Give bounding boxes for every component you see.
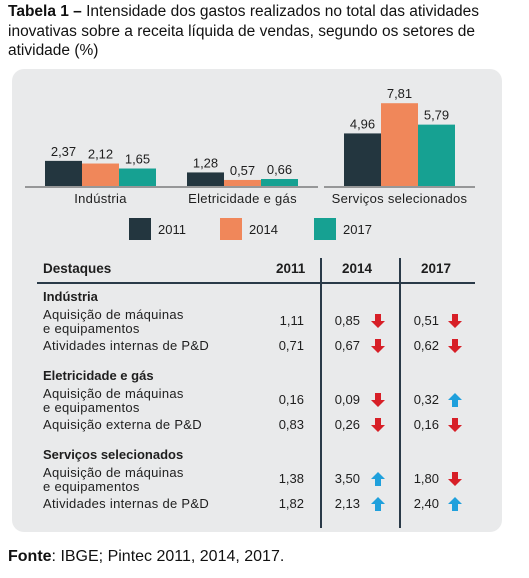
value-2011-0-1: 0,71 [278, 338, 304, 353]
bar-label-2011-0: 2,37 [51, 144, 76, 159]
bar-2017-0 [119, 168, 156, 186]
source-bold: Fonte [8, 548, 52, 565]
value-2017-2-1: 2,40 [413, 496, 439, 511]
group-title-1: Eletricidade e gás [43, 368, 154, 383]
row-label2-2-0: e equipamentos [43, 479, 140, 494]
category-label-0: Indústria [74, 191, 127, 206]
arrow-down-icon [448, 339, 462, 353]
bar-label-2011-1: 1,28 [193, 155, 218, 170]
arrow-up-icon [371, 472, 385, 486]
legend-swatch-2014 [220, 218, 242, 240]
row-label-2-0: Aquisição de máquinas [43, 465, 184, 480]
header-destaques: Destaques [43, 261, 112, 276]
bar-2011-2 [344, 133, 381, 186]
arrow-down-icon [448, 418, 462, 432]
row-label-0-1: Atividades internas de P&D [43, 338, 210, 353]
row-label-1-0: Aquisição de máquinas [43, 386, 184, 401]
header-2011: 2011 [276, 261, 306, 276]
bar-label-2014-0: 2,12 [88, 147, 113, 162]
arrow-down-icon [371, 339, 385, 353]
row-label-2-1: Atividades internas de P&D [43, 496, 210, 511]
legend-swatch-2017 [314, 218, 336, 240]
value-2017-1-0: 0,32 [413, 392, 439, 407]
arrow-up-icon [448, 393, 462, 407]
legend-label-2014: 2014 [249, 222, 278, 237]
value-2011-2-0: 1,38 [278, 471, 304, 486]
value-2017-1-1: 0,16 [413, 417, 439, 432]
value-2014-0-1: 0,67 [334, 338, 360, 353]
row-label-1-1: Aquisição externa de P&D [43, 417, 202, 432]
bar-label-2017-0: 1,65 [125, 152, 150, 167]
legend-label-2017: 2017 [343, 222, 372, 237]
bar-label-2017-2: 5,79 [424, 108, 449, 123]
value-2014-2-1: 2,13 [334, 496, 360, 511]
value-2011-0-0: 1,11 [279, 313, 304, 328]
arrow-up-icon [371, 497, 385, 511]
legend-label-2011: 2011 [158, 222, 186, 237]
arrow-up-icon [448, 497, 462, 511]
legend-swatch-2011 [129, 218, 151, 240]
header-rule [37, 282, 475, 284]
row-label-0-0: Aquisição de máquinas [43, 307, 184, 322]
bar-2017-2 [418, 124, 455, 186]
table-title: Tabela 1 – Intensidade dos gastos realiz… [8, 2, 523, 61]
divider-2017 [399, 258, 401, 528]
source-note: Fonte: IBGE; Pintec 2011, 2014, 2017. [8, 548, 284, 566]
bar-label-2011-2: 4,96 [350, 116, 375, 131]
divider-2014 [320, 258, 322, 528]
group-title-2: Serviços selecionados [43, 447, 184, 462]
source-text: : IBGE; Pintec 2011, 2014, 2017. [51, 548, 285, 565]
category-label-2: Serviços selecionados [332, 191, 468, 206]
row-label2-0-0: e equipamentos [43, 321, 140, 336]
arrow-down-icon [371, 314, 385, 328]
bar-label-2014-2: 7,81 [387, 86, 412, 101]
arrow-down-icon [371, 418, 385, 432]
category-label-1: Eletricidade e gás [188, 191, 297, 206]
title-text: Intensidade dos gastos realizados no tot… [8, 3, 480, 59]
header-2014: 2014 [342, 261, 373, 276]
bar-label-2017-1: 0,66 [267, 162, 292, 177]
arrow-down-icon [371, 393, 385, 407]
value-2017-2-0: 1,80 [413, 471, 439, 486]
arrow-down-icon [448, 314, 462, 328]
value-2014-0-0: 0,85 [334, 313, 360, 328]
bar-label-2014-1: 0,57 [230, 163, 255, 178]
value-2014-1-0: 0,09 [334, 392, 360, 407]
value-2017-0-1: 0,62 [413, 338, 439, 353]
group-title-0: Indústria [43, 289, 98, 304]
header-2017: 2017 [421, 261, 452, 276]
bar-2017-1 [261, 179, 298, 186]
bar-2011-0 [45, 160, 82, 186]
row-label2-1-0: e equipamentos [43, 400, 140, 415]
arrow-down-icon [448, 472, 462, 486]
value-2011-2-1: 1,82 [278, 496, 304, 511]
value-2014-1-1: 0,26 [334, 417, 360, 432]
value-2011-1-1: 0,83 [278, 417, 304, 432]
bar-2011-1 [187, 172, 224, 186]
bar-2014-2 [381, 103, 418, 186]
bar-2014-0 [82, 163, 119, 186]
bar-2014-1 [224, 179, 261, 186]
value-2014-2-0: 3,50 [334, 471, 360, 486]
bar-chart: 2,37 2,12 1,65 Indústria 1,28 0,57 0,66 Eletric… [25, 86, 475, 240]
value-2017-0-0: 0,51 [413, 313, 439, 328]
title-bold: Tabela 1 – [8, 3, 82, 20]
value-2011-1-0: 0,16 [278, 392, 304, 407]
